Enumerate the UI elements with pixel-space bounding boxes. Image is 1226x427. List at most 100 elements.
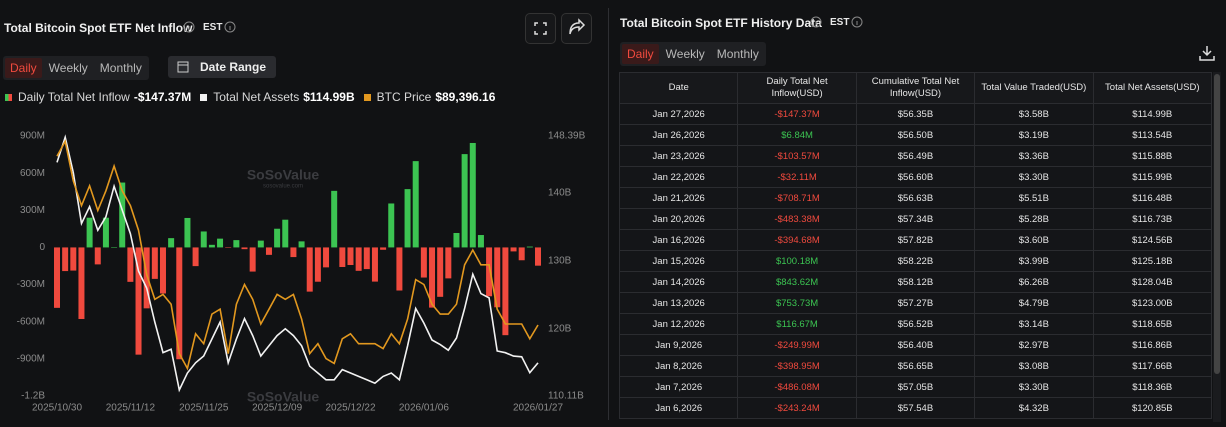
- bar: [461, 154, 468, 248]
- column-header: Daily Total Net Inflow(USD): [737, 72, 857, 104]
- table-cell: Jan 13,2026: [618, 292, 739, 314]
- table-cell: Jan 8,2026: [618, 355, 739, 377]
- table-cell: $124.56B: [1092, 229, 1213, 251]
- info-icon[interactable]: [810, 16, 822, 28]
- table-cell: $753.73M: [737, 292, 857, 314]
- bar: [339, 247, 346, 267]
- legend-label: Total Net Assets: [213, 90, 300, 104]
- table-cell: -$243.24M: [737, 397, 857, 419]
- line: [56, 139, 539, 371]
- share-button[interactable]: [561, 13, 592, 44]
- bar: [249, 247, 256, 272]
- legend-swatch: [200, 93, 208, 101]
- bar: [62, 247, 69, 272]
- tab[interactable]: Weekly: [665, 47, 705, 61]
- tab[interactable]: Monthly: [99, 61, 142, 75]
- table-row: Jan 15,2026 $100.18M $58.22B $3.99B $125.18B: [618, 250, 1213, 272]
- bar: [102, 217, 109, 248]
- bar: [225, 247, 232, 248]
- bar: [331, 190, 338, 248]
- table-cell: Jan 14,2026: [618, 271, 739, 293]
- bar: [314, 247, 321, 282]
- bar: [274, 228, 281, 248]
- bar: [355, 247, 362, 271]
- tab[interactable]: Weekly: [48, 61, 88, 75]
- y2-tick-label: 130B: [548, 256, 572, 267]
- table-cell: Jan 23,2026: [618, 145, 739, 167]
- y2-tick-label: 110.11B: [548, 391, 584, 402]
- table-cell: $57.82B: [855, 229, 976, 251]
- bar: [453, 232, 460, 248]
- tab[interactable]: Monthly: [716, 47, 759, 61]
- table-cell: $3.19B: [974, 124, 1094, 146]
- legend-label: Daily Total Net Inflow: [18, 90, 130, 104]
- table-cell: $3.99B: [974, 250, 1094, 272]
- table-cell: -$147.37M: [737, 103, 857, 125]
- x-tick-label: 2025/12/09: [252, 403, 302, 414]
- scrollbar[interactable]: [1213, 72, 1221, 422]
- info-icon[interactable]: [851, 16, 863, 28]
- timezone: EST: [830, 17, 850, 28]
- bar: [151, 247, 158, 279]
- table-cell: $100.18M: [737, 250, 857, 272]
- right-tabs: Daily Weekly Monthly: [620, 42, 766, 66]
- table-cell: -$483.38M: [737, 208, 857, 230]
- table-cell: -$708.71M: [737, 187, 857, 209]
- bar: [469, 142, 476, 248]
- table-cell: -$249.99M: [737, 334, 857, 356]
- bar: [86, 217, 93, 248]
- bar: [298, 241, 305, 248]
- x-tick-label: 2025/11/12: [106, 403, 156, 414]
- history-table: Date Daily Total Net Inflow(USD) Cumulativ…: [618, 72, 1213, 419]
- info-icon[interactable]: [183, 21, 195, 33]
- bar: [94, 247, 101, 265]
- table-cell: $6.26B: [974, 271, 1094, 293]
- bar: [265, 247, 272, 255]
- x-tick-label: 2025/11/25: [179, 403, 229, 414]
- table-cell: $3.08B: [974, 355, 1094, 377]
- bar: [396, 247, 403, 291]
- divider: [608, 8, 609, 420]
- table-cell: -$394.68M: [737, 229, 857, 251]
- table-cell: Jan 12,2026: [618, 313, 739, 335]
- tab[interactable]: Daily: [622, 44, 659, 64]
- expand-button[interactable]: [525, 13, 556, 44]
- bar: [119, 182, 126, 248]
- bar: [388, 203, 395, 248]
- y-tick-label: 600M: [20, 168, 45, 179]
- timezone: EST: [203, 22, 223, 33]
- date-range-button[interactable]: Date Range: [168, 56, 276, 78]
- date-range-label: Date Range: [200, 60, 267, 74]
- bar: [257, 240, 264, 248]
- table-cell: $56.40B: [855, 334, 976, 356]
- table-cell: $56.49B: [855, 145, 976, 167]
- scroll-thumb[interactable]: [1214, 74, 1220, 374]
- table-row: Jan 7,2026 -$486.08M $57.05B $3.30B $118.36B: [618, 376, 1213, 398]
- bar: [371, 247, 378, 282]
- table-cell: Jan 16,2026: [618, 229, 739, 251]
- table-cell: $3.36B: [974, 145, 1094, 167]
- download-button[interactable]: [1198, 44, 1216, 62]
- bar: [282, 219, 289, 248]
- table-cell: $56.65B: [855, 355, 976, 377]
- table-cell: $115.99B: [1092, 166, 1213, 188]
- bar: [477, 235, 484, 248]
- bar: [208, 244, 215, 248]
- left-title: Total Bitcoin Spot ETF Net Inflow: [4, 21, 193, 35]
- table-cell: $117.66B: [1092, 355, 1213, 377]
- info-icon[interactable]: [224, 21, 236, 33]
- table-row: Jan 16,2026 -$394.68M $57.82B $3.60B $124.56…: [618, 229, 1213, 251]
- table-cell: $114.99B: [1092, 103, 1213, 125]
- table-cell: Jan 6,2026: [618, 397, 739, 419]
- tab[interactable]: Daily: [5, 58, 42, 78]
- bar: [143, 247, 150, 309]
- table-cell: $118.65B: [1092, 313, 1213, 335]
- table-cell: $118.36B: [1092, 376, 1213, 398]
- table-row: Jan 8,2026 -$398.95M $56.65B $3.08B $117.66B: [618, 355, 1213, 377]
- table-cell: $4.79B: [974, 292, 1094, 314]
- table-cell: $57.54B: [855, 397, 976, 419]
- table-row: Jan 14,2026 $843.62M $58.12B $6.26B $128.04B: [618, 271, 1213, 293]
- y-tick-label: 900M: [20, 131, 45, 142]
- y-tick-label: -900M: [17, 353, 45, 364]
